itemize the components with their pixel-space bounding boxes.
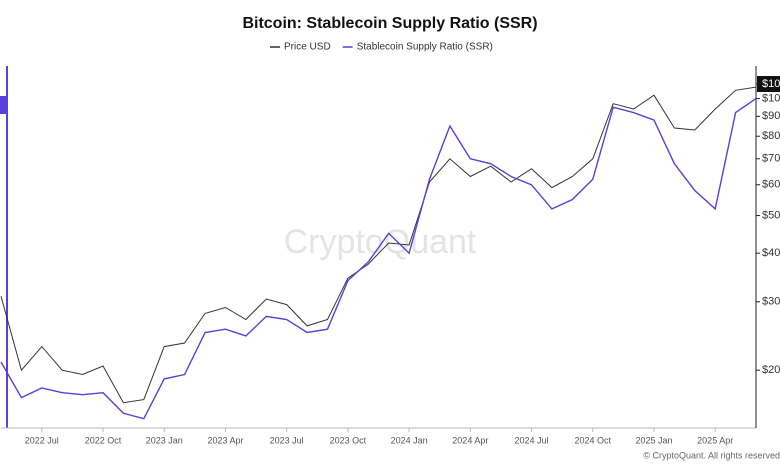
left-tab[interactable]: [0, 96, 8, 114]
left-bar: [6, 66, 8, 428]
x-tick-label: 2023 Apr: [207, 435, 243, 445]
y-tick-label: $80K: [762, 130, 780, 142]
y-tick-label: $30K: [762, 296, 780, 308]
x-tick-label: 2025 Apr: [697, 435, 733, 445]
x-tick-label: 2022 Oct: [85, 435, 122, 445]
y-tick-label: $20K: [762, 364, 780, 376]
y-tick-label: $50K: [762, 209, 780, 221]
footer: © CryptoQuant. All rights reserved: [643, 450, 780, 460]
y-tick-label: $40K: [762, 247, 780, 259]
series-line: [0, 86, 757, 404]
x-tick-label: 2024 Oct: [574, 435, 611, 445]
chart-title: Bitcoin: Stablecoin Supply Ratio (SSR): [242, 15, 537, 32]
x-tick-label: 2022 Jul: [25, 435, 59, 445]
y-tick-label: $60K: [762, 179, 780, 191]
legend-label: Stablecoin Supply Ratio (SSR): [357, 42, 493, 53]
x-tick-label: 2025 Jan: [635, 435, 672, 445]
watermark: CryptoQuant: [284, 223, 477, 261]
legend-label: Price USD: [284, 42, 331, 53]
series-line: [0, 98, 757, 420]
x-tick-label: 2023 Jul: [270, 435, 304, 445]
current-price-box: [757, 76, 780, 93]
x-tick-label: 2024 Apr: [452, 435, 488, 445]
x-tick-label: 2024 Jan: [391, 435, 428, 445]
y-tick-label: $100K: [762, 92, 780, 104]
y-tick-label: $109K: [762, 78, 780, 90]
x-tick-label: 2023 Oct: [330, 435, 367, 445]
x-tick-label: 2024 Jul: [515, 435, 549, 445]
x-tick-label: 2023 Jan: [146, 435, 183, 445]
y-tick-label: $70K: [762, 153, 780, 165]
y-tick-label: $90K: [762, 110, 780, 122]
